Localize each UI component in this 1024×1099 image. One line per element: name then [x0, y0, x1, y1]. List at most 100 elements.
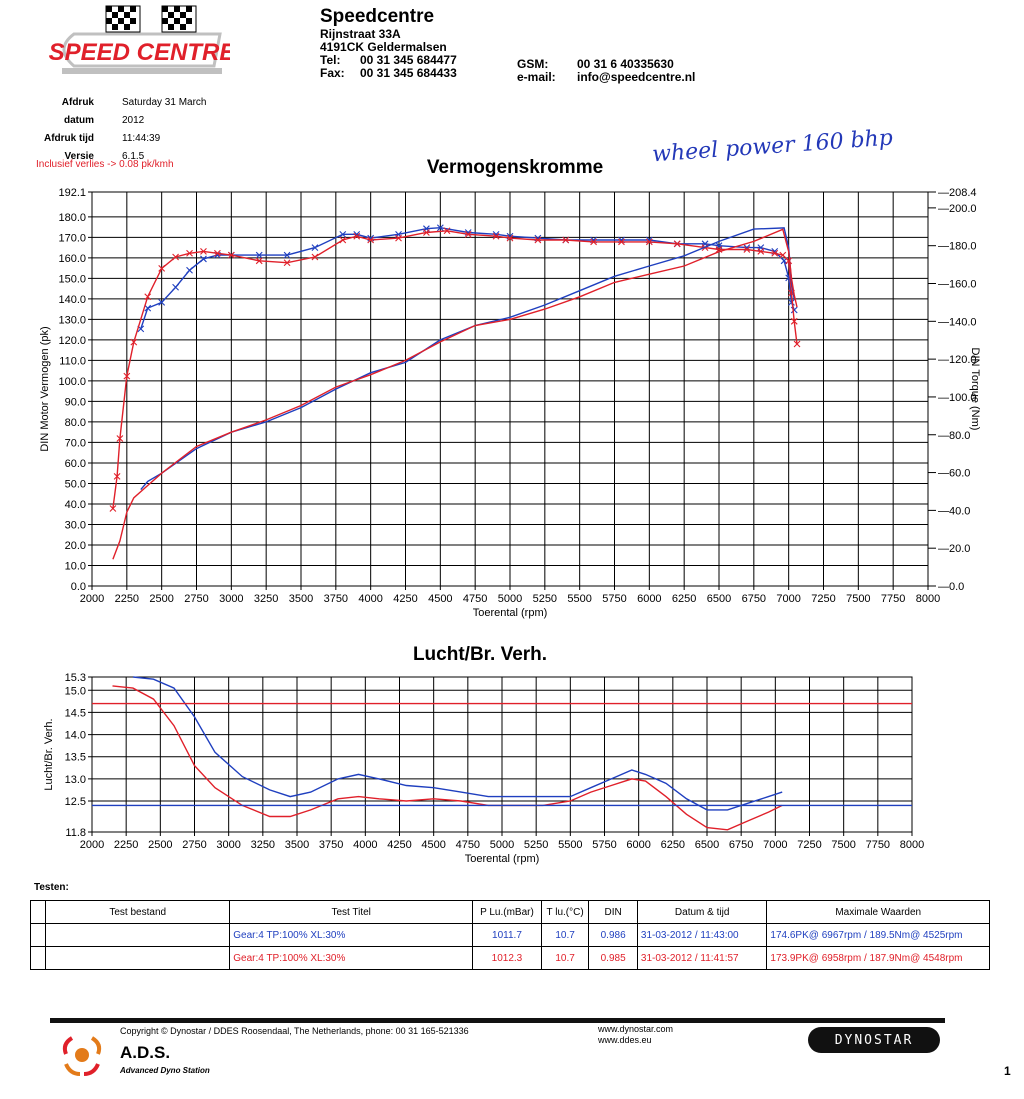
fax-value: 00 31 345 684433 [360, 66, 457, 80]
x-tick-label: 3250 [254, 593, 278, 605]
y-tick-label: 110.0 [59, 355, 86, 367]
data-point-marker [255, 251, 263, 259]
x-tick-label: 3500 [289, 593, 313, 605]
data-point-marker [779, 251, 787, 259]
x-tick-label: 6250 [661, 839, 685, 851]
x-tick-label: 3750 [324, 593, 348, 605]
handwritten-note: wheel power 160 bhp [651, 125, 894, 168]
data-point-marker [673, 240, 681, 248]
ads-title: A.D.S. [120, 1043, 171, 1062]
header-cell: Datum & tijd [636, 900, 768, 924]
y-tick-label: 10.0 [65, 560, 86, 572]
x-tick-label: 3500 [285, 839, 309, 851]
data-point-marker [283, 259, 291, 267]
x-tick-label: 7500 [846, 593, 870, 605]
data-point-marker [367, 236, 375, 244]
x-tick-label: 2750 [182, 839, 206, 851]
x-tick-label: 6750 [729, 839, 753, 851]
email-value: info@speedcentre.nl [577, 70, 696, 84]
y2-tick-label: —20.0 [938, 543, 970, 555]
x-tick-label: 7750 [866, 839, 890, 851]
link-dynostar[interactable]: www.dynostar.com [598, 1024, 674, 1034]
x-tick-label: 8000 [900, 839, 924, 851]
x-tick-label: 3000 [216, 839, 240, 851]
x-tick-label: 4750 [463, 593, 487, 605]
ads-logo-icon [62, 1036, 102, 1076]
data-point-marker [423, 229, 430, 236]
x-tick-label: 7250 [811, 593, 835, 605]
y-tick-label: 60.0 [65, 458, 86, 470]
table-cell: 10.7 [540, 946, 590, 970]
footer-links: www.dynostar.com www.ddes.eu [598, 1024, 673, 1046]
data-point-marker [130, 338, 138, 346]
data-point-marker [788, 299, 795, 306]
y2-tick-label: —60.0 [938, 468, 970, 480]
y-tick-label: 14.5 [65, 707, 86, 719]
table-cell: 31-03-2012 / 11:43:00 [636, 923, 768, 947]
ads-brand: A.D.S. Advanced Dyno Station [120, 1044, 210, 1080]
y-tick-label: 192.1 [58, 187, 86, 199]
y-tick-label: 70.0 [65, 437, 86, 449]
y-tick-label: 180.0 [58, 212, 86, 224]
company-block: Speedcentre Rijnstraat 33A 4191CK Gelder… [320, 6, 490, 80]
header-cell: Test bestand [45, 900, 231, 924]
y-tick-label: 100.0 [58, 376, 86, 388]
series-line [112, 685, 783, 831]
y-tick-label: 170.0 [58, 232, 86, 244]
y2-tick-label: —180.0 [938, 241, 977, 253]
data-point-marker [227, 251, 235, 259]
data-point-marker [785, 257, 793, 265]
x-tick-label: 5750 [602, 593, 626, 605]
series-line [112, 228, 798, 560]
table-cell: 174.6PK@ 6967rpm / 189.5Nm@ 4525rpm [766, 923, 990, 947]
y-tick-label: 20.0 [65, 540, 86, 552]
x-tick-label: 8000 [916, 593, 940, 605]
data-point-marker [123, 372, 131, 380]
data-point-marker [353, 232, 361, 240]
x-tick-label: 3000 [219, 593, 243, 605]
row-blank [29, 923, 47, 947]
y-tick-label: 13.5 [65, 752, 86, 764]
y-tick-label: 15.0 [65, 685, 86, 697]
data-point-marker [283, 251, 291, 259]
x-tick-label: 5250 [524, 839, 548, 851]
data-point-marker [618, 238, 625, 246]
x-tick-label: 7000 [763, 839, 787, 851]
tests-table: Test bestand Test Titel P Lu.(mBar) T lu… [29, 900, 990, 970]
x-tick-label: 5000 [498, 593, 522, 605]
y-tick-label: 14.0 [65, 730, 86, 742]
x-tick-label: 2500 [148, 839, 172, 851]
data-point-marker [492, 232, 500, 240]
table-row: Gear:4 TP:100% XL:30% 1011.7 10.7 0.986 31-0… [29, 923, 990, 947]
y2-tick-label: —120.0 [938, 354, 977, 366]
y-tick-label: 90.0 [65, 396, 86, 408]
x-tick-label: 5000 [490, 839, 514, 851]
time-label: Afdruk tijd [44, 133, 94, 144]
y2-tick-label: —80.0 [938, 430, 970, 442]
x-tick-label: 3750 [319, 839, 343, 851]
company-name: Speedcentre [320, 6, 435, 27]
x-tick-label: 6750 [742, 593, 766, 605]
data-point-marker [172, 253, 179, 261]
x-tick-label: 7500 [831, 839, 855, 851]
y-tick-label: 11.8 [65, 827, 86, 839]
logo-text: SPEED CENTRE [49, 39, 230, 66]
x-tick-label: 5500 [558, 839, 582, 851]
table-cell: Gear:4 TP:100% XL:30% [229, 946, 474, 970]
y-tick-label: 13.0 [65, 774, 86, 786]
data-point-marker [144, 293, 152, 301]
power-chart: 2000 2250 2500 2750 3000 3250 3500 3750 4000 4250… [39, 187, 981, 619]
header-cell: Maximale Waarden [766, 900, 990, 924]
link-ddes[interactable]: www.ddes.eu [598, 1035, 652, 1045]
tel-label: Tel: [320, 53, 341, 67]
data-point-marker [790, 317, 798, 325]
table-cell: 0.986 [588, 923, 638, 947]
x-tick-label: 6500 [695, 839, 719, 851]
series-line [132, 676, 783, 811]
x-tick-label: 6500 [707, 593, 731, 605]
table-cell [45, 923, 231, 947]
data-point-marker [464, 230, 472, 238]
y2-tick-label: —0.0 [938, 581, 964, 593]
x-tick-label: 7250 [797, 839, 821, 851]
x-tick-label: 7750 [881, 593, 905, 605]
